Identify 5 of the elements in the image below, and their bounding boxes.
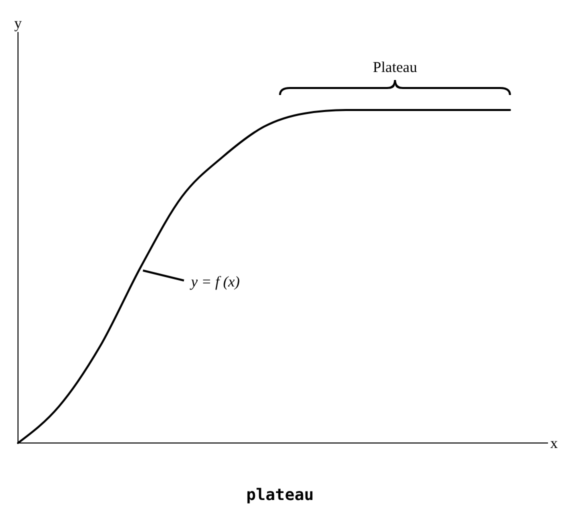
annotation: y = f (x) <box>188 274 240 291</box>
text: plateau <box>246 485 314 504</box>
text: y <box>14 16 22 32</box>
x-axis-title: x <box>550 436 558 452</box>
text: Plateau <box>372 60 418 76</box>
